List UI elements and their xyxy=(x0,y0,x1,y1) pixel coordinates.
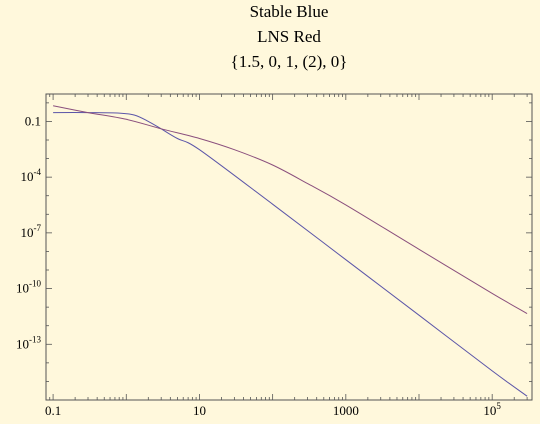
y-tick-label: 10-13 xyxy=(16,334,41,351)
series-line-1 xyxy=(53,112,528,397)
axis-tick-labels: 0.1 10 1000 105 0.1 10-4 10-7 10-10 10-13 xyxy=(16,113,501,418)
chart-title-line-1: Stable Blue xyxy=(249,2,329,21)
x-tick-label: 1000 xyxy=(333,403,359,418)
chart-title-line-2: LNS Red xyxy=(257,27,321,46)
y-tick-label: 10-10 xyxy=(16,279,41,296)
x-tick-label: 105 xyxy=(483,401,501,418)
series-lines xyxy=(52,105,528,397)
x-tick-label: 0.1 xyxy=(45,403,61,418)
chart-title-line-3: {1.5, 0, 1, (2), 0} xyxy=(230,52,348,71)
y-tick-label: 0.1 xyxy=(25,113,41,128)
axis-ticks xyxy=(45,94,532,401)
plot-frame xyxy=(45,93,533,401)
y-tick-label: 10-7 xyxy=(21,223,42,240)
series-line-2 xyxy=(52,105,528,315)
y-tick-label: 10-4 xyxy=(21,167,42,184)
x-tick-label: 10 xyxy=(193,403,206,418)
